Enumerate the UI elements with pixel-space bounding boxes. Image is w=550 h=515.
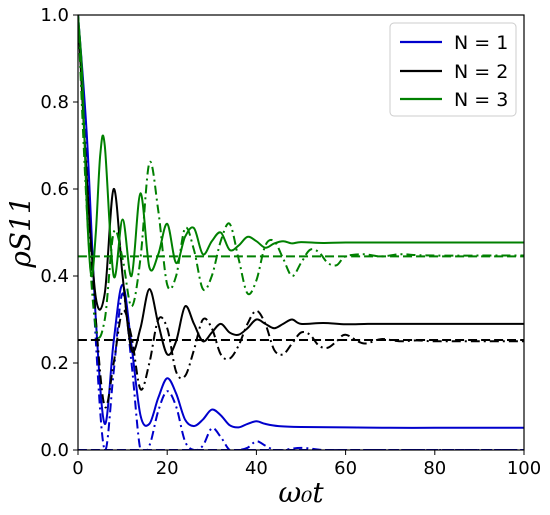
legend-label-n3: N = 3 xyxy=(454,89,508,111)
plot-frame xyxy=(77,14,525,451)
y-tick-label: 0.2 xyxy=(40,353,69,374)
x-tick-label: 20 xyxy=(156,458,179,479)
x-axis-title: ω₀t xyxy=(278,476,324,509)
legend-label-n1: N = 1 xyxy=(454,32,508,54)
series-line-6-solid xyxy=(78,15,524,279)
y-tick-label: 0.4 xyxy=(40,266,69,287)
ticks-layer: 0 20 40 60 80 100 0.0 0.2 0.4 0.6 0.8 1.0 xyxy=(40,5,541,479)
y-tick-label: 0.6 xyxy=(40,179,69,200)
legend: N = 1 N = 2 N = 3 xyxy=(389,22,517,117)
series-line-4-dashdot xyxy=(78,15,524,409)
x-tick-label: 60 xyxy=(334,458,357,479)
series-layer xyxy=(78,15,524,450)
legend-label-n2: N = 2 xyxy=(454,61,508,83)
x-tick-label: 0 xyxy=(72,458,83,479)
legend-box xyxy=(389,22,517,117)
y-tick-label: 0.0 xyxy=(40,440,69,461)
x-tick-label: 80 xyxy=(423,458,446,479)
y-tick-label: 0.8 xyxy=(40,92,69,113)
series-line-7-dashdot xyxy=(78,15,524,339)
y-tick-label: 1.0 xyxy=(40,5,69,26)
y-axis-title: ρS11 xyxy=(4,196,37,268)
x-tick-label: 100 xyxy=(507,458,541,479)
x-tick-label: 40 xyxy=(245,458,268,479)
series-line-3-solid xyxy=(78,15,524,356)
